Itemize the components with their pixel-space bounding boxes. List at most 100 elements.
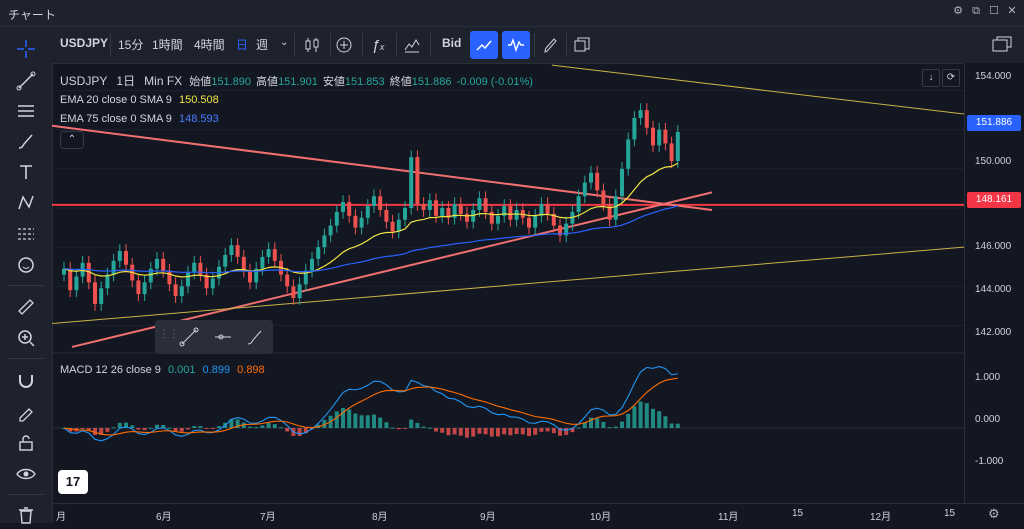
layout-icon[interactable] [568,31,596,59]
candle-type-icon[interactable] [298,31,326,59]
candle [68,268,73,291]
candle [452,204,457,218]
candle [675,131,680,162]
zoom-in-icon[interactable] [12,324,40,352]
date-tick: 10月 [590,512,612,523]
magnet-icon[interactable] [12,367,40,395]
line-chart-icon[interactable] [470,31,498,59]
macd-histogram-bar [427,427,432,429]
lock-icon[interactable] [12,429,40,457]
legend-open: 151.890 [211,76,251,88]
candle [390,221,395,232]
horizontal-ray-icon[interactable] [213,327,233,347]
top-toolbar: USDJPY 15分 1時間 4時間 日 週 ⌄ ƒx Bid [52,27,1024,64]
brush-icon[interactable] [245,327,265,347]
interval-4h[interactable]: 4時間 [194,38,225,52]
macd-histogram-bar [217,426,221,428]
macd-histogram-bar [582,422,587,428]
emoji-icon[interactable] [12,251,40,279]
candle [241,256,246,271]
macd-histogram-bar [632,406,637,428]
maximize-icon[interactable]: ☐ [989,5,999,17]
candle [297,284,302,299]
interval-15m[interactable]: 15分 [118,38,144,52]
eye-icon[interactable] [12,460,40,488]
brush-icon[interactable] [12,127,40,155]
collapse-legend-button[interactable]: ⌃ [60,131,84,149]
fib-icon[interactable] [12,220,40,248]
chevron-down-icon[interactable]: ⌄ [280,37,289,48]
screenshot-icon[interactable] [988,31,1016,59]
scroll-down-icon[interactable]: ↓ [922,69,940,87]
candle [545,204,550,214]
legend-high-label: 高値 [256,76,279,88]
candle [564,223,569,236]
macd-histogram-bar [186,428,190,430]
symbol-button[interactable]: USDJPY [60,36,109,50]
oscillator-icon[interactable] [502,31,530,59]
pattern-icon[interactable] [12,189,40,217]
bid-button[interactable]: Bid [442,36,462,50]
ema75-value: 148.593 [178,113,219,125]
add-compare-icon[interactable] [330,31,358,59]
trendline-icon[interactable] [179,327,199,347]
candle [539,204,544,216]
interval-1h[interactable]: 1時間 [152,38,183,52]
macd-histogram-bar [533,428,538,435]
candle [458,204,463,214]
legend-close: 151.886 [411,76,452,88]
legend-low: 151.853 [344,76,385,88]
macd-tick: 1.000 [975,372,1001,383]
candle [378,196,383,210]
reset-icon[interactable]: ⟳ [942,69,960,87]
candle [551,213,556,226]
candle [353,215,358,228]
macd-histogram-bar [545,428,550,432]
legend-interval: 1日 [116,74,136,88]
indicators-icon[interactable]: ƒx [371,36,385,54]
ruler-icon[interactable] [12,293,40,321]
trash-icon[interactable] [12,501,40,529]
date-tick: 11月 [718,512,739,523]
candle [502,206,507,216]
date-axis[interactable]: 月 6月 7月 8月 9月 10月 11月 15 12月 15 ⚙ [52,503,1024,524]
trendline-icon[interactable] [12,67,40,95]
brush-clear-icon[interactable] [536,31,564,59]
macd-histogram-bar [179,428,184,432]
gear-icon[interactable]: ⚙ [988,506,1000,521]
candle [303,270,308,285]
candle [359,217,364,228]
settings-icon[interactable]: ⚙ [953,5,963,17]
templates-icon[interactable] [398,31,426,59]
candle [607,204,612,220]
candle [173,284,178,297]
macd-histogram-bar [657,411,662,428]
popout-icon[interactable]: ⧉ [972,5,980,17]
macd-histogram-bar [489,428,494,437]
candle [589,172,593,183]
macd-histogram-bar [80,428,85,429]
close-icon[interactable]: ✕ [1007,5,1017,17]
macd-histogram-bar [390,427,395,429]
candle [396,219,401,232]
horizontal-lines-icon[interactable] [12,97,40,125]
crosshair-icon[interactable] [12,35,40,63]
candle [601,190,606,205]
text-icon[interactable] [12,158,40,186]
macd-histogram-bar [93,428,97,435]
legend-change: -0.009 (-0.01%) [456,76,533,88]
macd-histogram-bar [167,427,172,429]
price-chart[interactable] [52,63,964,503]
drag-handle-icon[interactable]: ⋮⋮ [159,329,179,340]
lock-drawing-icon[interactable] [12,398,40,426]
interval-week[interactable]: 週 [256,38,269,52]
interval-day[interactable]: 日 [236,38,249,52]
macd-histogram-bar [111,427,116,429]
candle [260,256,265,269]
legend-low-label: 安値 [322,76,345,88]
macd-line [63,365,678,442]
macd-histogram-bar [403,428,407,429]
candle [74,276,79,291]
candle [421,204,426,210]
price-axis[interactable]: 154.000 151.886 150.000 148.161 146.000 … [964,63,1024,503]
